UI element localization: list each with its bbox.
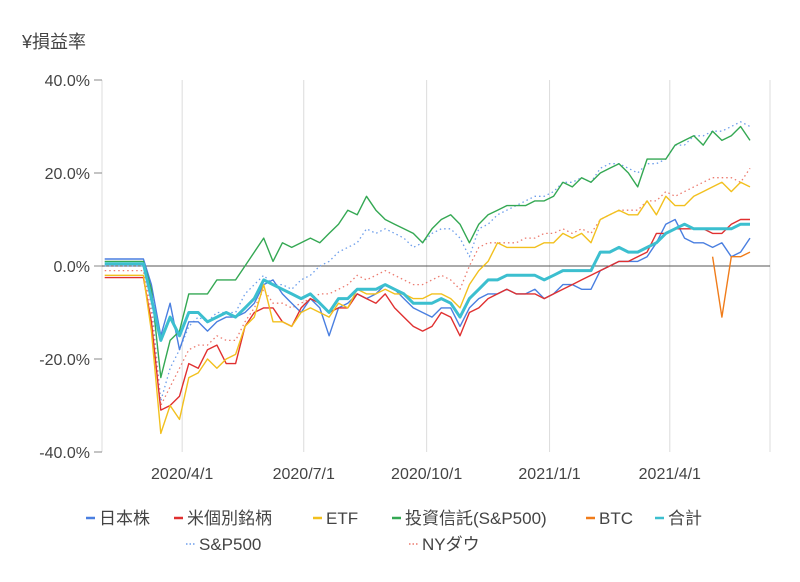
x-tick-label: 2021/1/1	[518, 466, 580, 483]
series-line-3	[104, 125, 751, 379]
y-tick-label: 40.0%	[45, 73, 90, 90]
legend-label: 合計	[668, 509, 702, 528]
series-line-6	[104, 121, 751, 402]
legend-label: BTC	[599, 509, 633, 528]
series-line-0	[104, 218, 751, 351]
series-lines	[104, 121, 751, 435]
series-line-2	[104, 181, 751, 435]
legend: 日本株 米個別銘柄 ETF 投資信託(S&P500) BTC 合計 S&P500 NYダウ	[86, 509, 702, 554]
x-ticks: 2020/4/1 2020/7/1 2020/10/1 2021/1/1 2021/4/…	[151, 466, 701, 483]
x-tick-label: 2021/4/1	[639, 466, 701, 483]
series-line-1	[104, 218, 750, 411]
y-tick-label: 0.0%	[54, 259, 90, 276]
series-line-7	[104, 167, 751, 407]
y-tick-label: 20.0%	[45, 166, 90, 183]
legend-label: 投資信託(S&P500)	[405, 509, 547, 528]
series-line-4	[711, 251, 751, 318]
y-axis-label: ¥損益率	[21, 32, 86, 52]
legend-label: ETF	[326, 509, 358, 528]
x-tick-label: 2020/4/1	[151, 466, 213, 483]
legend-label: NYダウ	[422, 535, 480, 554]
legend-label: 米個別銘柄	[187, 509, 272, 528]
y-tick-label: -20.0%	[39, 352, 90, 369]
series-line-5	[104, 222, 750, 342]
x-tick-label: 2020/10/1	[391, 466, 462, 483]
y-ticks: 40.0% 20.0% 0.0% -20.0% -40.0%	[39, 73, 102, 462]
y-tick-label: -40.0%	[39, 445, 90, 462]
x-tick-label: 2020/7/1	[273, 466, 335, 483]
legend-label: S&P500	[199, 535, 261, 554]
legend-label: 日本株	[99, 509, 150, 528]
